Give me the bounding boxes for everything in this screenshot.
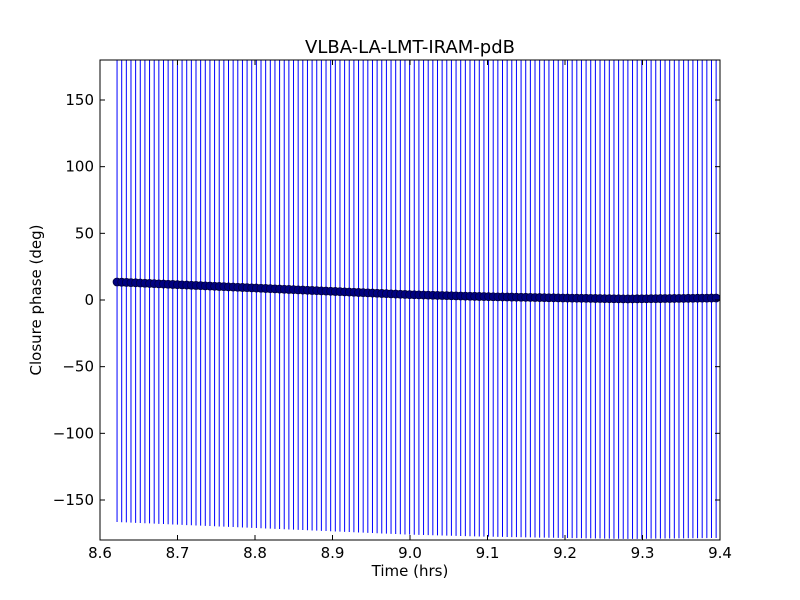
plot-frame xyxy=(99,59,721,541)
y-tick-label: 100 xyxy=(65,158,94,176)
x-tick-label: 9.1 xyxy=(476,544,500,562)
x-tick-label: 9.0 xyxy=(398,544,422,562)
y-tick-label: 150 xyxy=(65,91,94,109)
x-tick-label: 8.6 xyxy=(88,544,112,562)
x-tick-label: 9.2 xyxy=(553,544,577,562)
x-tick-label: 9.4 xyxy=(708,544,732,562)
x-tick-label: 8.7 xyxy=(166,544,190,562)
x-tick-label: 8.9 xyxy=(321,544,345,562)
chart-title: VLBA-LA-LMT-IRAM-pdB xyxy=(305,37,515,58)
data-point-layer xyxy=(112,277,721,304)
x-axis-title: Time (hrs) xyxy=(371,562,449,580)
y-tick-label: 50 xyxy=(75,224,94,242)
y-tick-label: −150 xyxy=(53,491,94,509)
y-tick-label: −100 xyxy=(53,424,94,442)
x-tick-label: 8.8 xyxy=(243,544,267,562)
tick-layer: 8.6 8.7 8.8 8.9 9.0 9.1 9.2 9.3 9.4 −150 −100 −50 0 5… xyxy=(53,60,732,562)
y-tick-label: 0 xyxy=(84,291,94,309)
x-tick-label: 9.3 xyxy=(631,544,655,562)
y-tick-label: −50 xyxy=(62,358,94,376)
data-point xyxy=(711,293,721,303)
y-axis-title: Closure phase (deg) xyxy=(27,225,45,376)
